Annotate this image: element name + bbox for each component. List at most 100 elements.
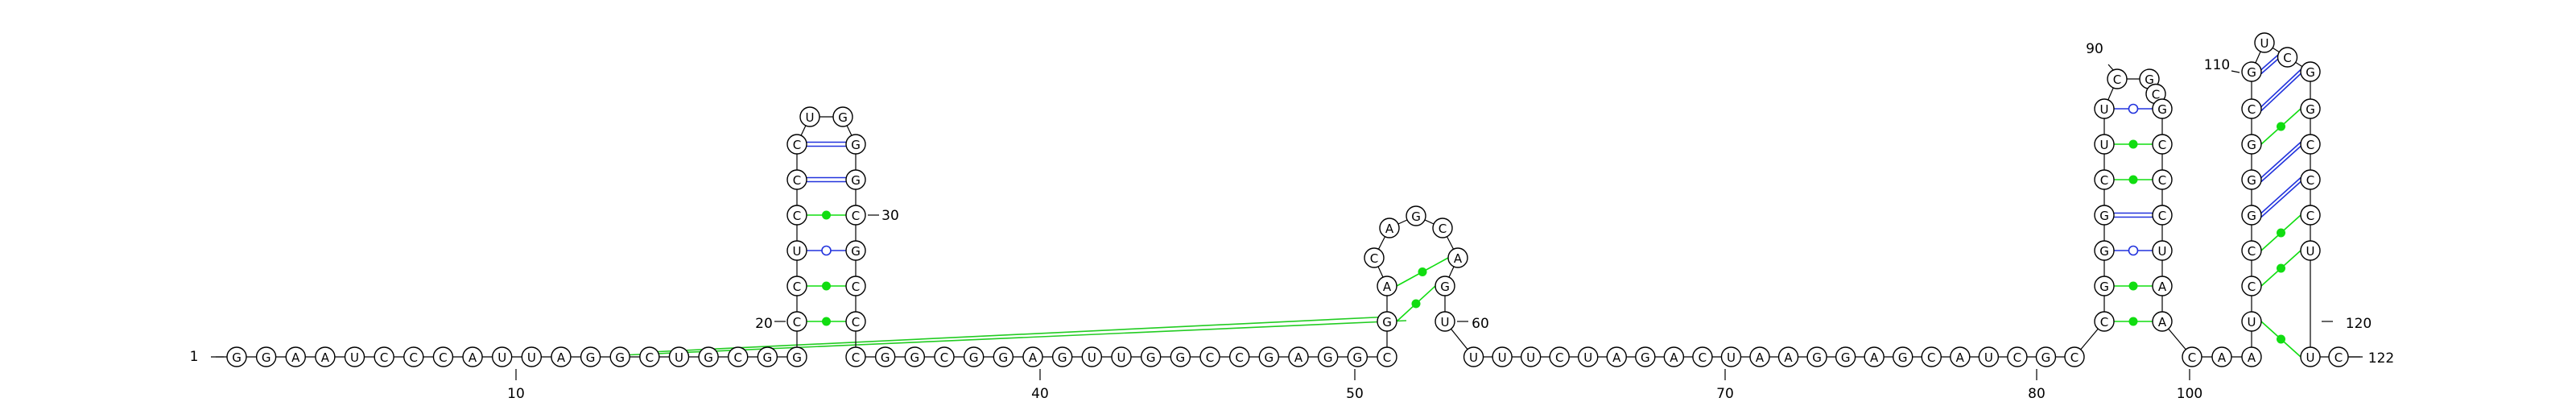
nucleotide-circle bbox=[1835, 346, 1856, 367]
nucleotide-circle bbox=[1228, 346, 1250, 367]
nucleotide-letter: G bbox=[2306, 102, 2315, 117]
nucleotide-circle bbox=[874, 346, 896, 367]
nucleotide-letter: G bbox=[1641, 350, 1650, 365]
pseudoknot-line bbox=[620, 320, 1407, 356]
noncanonical-pair-marker bbox=[2277, 122, 2285, 131]
nucleotide-circle bbox=[845, 311, 866, 332]
nucleotide: G bbox=[1406, 205, 1426, 226]
nucleotide-circle bbox=[799, 106, 820, 127]
nucleotide-letter: U bbox=[2100, 102, 2109, 117]
noncanonical-pair-marker bbox=[2128, 317, 2138, 326]
nucleotide-letter: G bbox=[1440, 280, 1450, 294]
nucleotide-letter: C bbox=[2248, 244, 2256, 259]
nucleotide-circle bbox=[1081, 346, 1103, 367]
nucleotide-letter: U bbox=[1469, 350, 1478, 365]
nucleotide: U bbox=[786, 240, 807, 261]
noncanonical-pair-marker bbox=[2277, 263, 2285, 273]
nucleotide: C bbox=[2277, 47, 2298, 68]
pair-line bbox=[2260, 58, 2279, 75]
nucleotide-circle bbox=[1377, 276, 1397, 296]
nucleotide-circle bbox=[1749, 346, 1770, 367]
nucleotide-circle bbox=[551, 346, 572, 367]
nucleotide: U bbox=[2094, 134, 2115, 155]
nucleotide: U bbox=[2254, 32, 2275, 53]
nucleotide: C bbox=[1364, 247, 1385, 268]
nucleotide: U bbox=[1111, 346, 1132, 367]
nucleotide-letter: G bbox=[586, 350, 596, 365]
nucleotide-circle bbox=[403, 346, 424, 367]
nucleotide-circle bbox=[432, 346, 454, 367]
nucleotide-circle bbox=[1111, 346, 1132, 367]
nucleotide-letter: G bbox=[1841, 350, 1851, 365]
nucleotide-letter: U bbox=[1498, 350, 1507, 365]
nucleotide-circle bbox=[2094, 205, 2115, 226]
nucleotide: U bbox=[491, 346, 513, 367]
nucleotide-letter: U bbox=[793, 244, 802, 259]
nucleotide-circle bbox=[786, 276, 807, 296]
nucleotide-letter: G bbox=[2247, 173, 2256, 188]
nucleotide-letter: G bbox=[1146, 350, 1156, 365]
nucleotide-circle bbox=[2182, 346, 2202, 367]
nucleotide-letter: A bbox=[1029, 350, 1038, 365]
nucleotide-circle bbox=[668, 346, 690, 367]
nucleotide-letter: C bbox=[1206, 350, 1214, 365]
nucleotide-letter: U bbox=[497, 350, 506, 365]
nucleotide-circle bbox=[1692, 346, 1713, 367]
nucleotide: G bbox=[2300, 98, 2321, 119]
label-100: 100 bbox=[2177, 386, 2202, 402]
nucleotide: U bbox=[799, 106, 820, 127]
nucleotide-letter: G bbox=[2247, 209, 2256, 223]
nucleotide: G bbox=[1347, 346, 1368, 367]
noncanonical-pair-marker bbox=[2277, 228, 2285, 238]
base-pair-lines bbox=[807, 54, 2301, 358]
gu-pair-marker bbox=[2128, 245, 2139, 256]
nucleotide-circle bbox=[1051, 346, 1073, 367]
nucleotide-letter: U bbox=[2260, 36, 2269, 51]
nucleotide: C bbox=[845, 311, 866, 332]
nucleotide-circle bbox=[609, 346, 630, 367]
nucleotide: G bbox=[1835, 346, 1856, 367]
nucleotide-circle bbox=[1447, 247, 1468, 268]
nucleotide-letter: U bbox=[1441, 315, 1450, 329]
nucleotide-letter: G bbox=[2157, 102, 2167, 117]
nucleotide: U bbox=[668, 346, 690, 367]
nucleotide: G bbox=[845, 169, 866, 190]
nucleotide-circle bbox=[728, 346, 749, 367]
nucleotide: A bbox=[1022, 346, 1043, 367]
nucleotide-letter: G bbox=[262, 350, 271, 365]
nucleotide: C bbox=[2152, 205, 2173, 226]
nucleotide: U bbox=[1978, 346, 2000, 367]
pseudoknot-line bbox=[649, 316, 1393, 353]
nucleotide-letter: U bbox=[1727, 350, 1736, 365]
nucleotide: C bbox=[1377, 346, 1397, 367]
nucleotide: U bbox=[2241, 311, 2262, 332]
nucleotide-letter: C bbox=[2013, 350, 2021, 365]
nucleotide-letter: C bbox=[1439, 222, 1447, 236]
nucleotide-letter: C bbox=[940, 350, 948, 365]
label-end: 122 bbox=[2368, 350, 2394, 367]
nucleotide: C bbox=[845, 276, 866, 296]
nucleotide-letter: C bbox=[2152, 88, 2160, 102]
pair-line bbox=[2260, 141, 2301, 179]
nucleotide: G bbox=[993, 346, 1014, 367]
nucleotide: G bbox=[1170, 346, 1191, 367]
nucleotide-letter: C bbox=[2283, 51, 2291, 65]
nucleotide-letter: C bbox=[2158, 173, 2166, 188]
nucleotide: A bbox=[1606, 346, 1627, 367]
nucleotide-letter: G bbox=[2099, 280, 2109, 294]
nucleotide-letter: C bbox=[852, 315, 860, 329]
nucleotide-circle bbox=[2094, 311, 2115, 332]
nucleotide-letter: C bbox=[2100, 315, 2108, 329]
nucleotide-circle bbox=[1663, 346, 1685, 367]
nucleotide: C bbox=[786, 205, 807, 226]
nucleotide-circle bbox=[2107, 68, 2128, 89]
nucleotide: U bbox=[2152, 240, 2173, 261]
nucleotide-circle bbox=[374, 346, 394, 367]
nucleotide-circle bbox=[1364, 247, 1385, 268]
nucleotide-circle bbox=[1578, 346, 1599, 367]
nucleotide-letter: C bbox=[2070, 350, 2079, 365]
nucleotide-letter: U bbox=[1088, 350, 1096, 365]
nucleotide: U bbox=[1578, 346, 1599, 367]
nucleotide: U bbox=[2094, 98, 2115, 119]
nucleotide: C bbox=[1199, 346, 1220, 367]
